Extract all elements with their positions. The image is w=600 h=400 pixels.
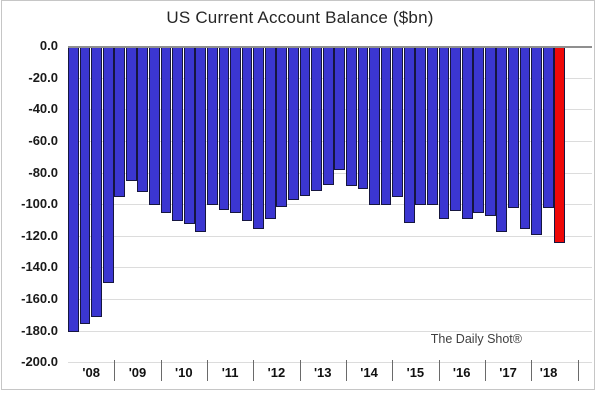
bar-quarter: [450, 47, 461, 212]
x-axis-tick: [484, 360, 486, 381]
bar-quarter: [206, 47, 218, 206]
x-axis-year-label: '11: [221, 365, 239, 380]
bar-quarter: [438, 47, 450, 220]
y-axis-tick-label: -60.0: [28, 132, 58, 148]
x-axis-year-label: '13: [313, 365, 332, 380]
bar-quarter: [473, 47, 485, 214]
bar-quarter: [542, 47, 554, 209]
bar-quarter: [380, 47, 392, 206]
bar-quarter: [264, 47, 276, 220]
y-axis-tick-label: -120.0: [21, 227, 58, 243]
x-axis-tick: [206, 360, 208, 381]
plot-area: [68, 46, 592, 364]
bar-quarter: [91, 47, 102, 318]
x-axis-tick: [438, 360, 440, 381]
bar-quarter: [149, 47, 160, 206]
gridline: [68, 204, 592, 206]
watermark-daily-shot: The Daily Shot®: [430, 332, 522, 346]
bar-quarter: [484, 47, 496, 217]
bar-quarter: [334, 47, 346, 171]
bar-quarter: [415, 47, 427, 206]
y-axis-tick-label: -20.0: [28, 69, 58, 85]
bar-quarter: [461, 47, 473, 220]
bar-quarter: [299, 47, 311, 196]
x-axis-tick: [392, 360, 394, 381]
bar-quarter: [218, 47, 230, 210]
x-axis-year-label: '08: [82, 365, 100, 380]
gridline: [68, 235, 592, 237]
y-axis-tick-label: -140.0: [21, 259, 58, 275]
bar-quarter: [102, 47, 114, 283]
x-axis-year-label: '16: [452, 365, 471, 380]
bar-quarter: [345, 47, 357, 187]
bar-quarter: [68, 47, 79, 332]
bar-highlighted-latest-quarter: [554, 47, 566, 244]
bar-quarter: [125, 47, 137, 182]
gridline: [68, 267, 592, 269]
y-axis-tick-label: -180.0: [21, 322, 58, 338]
zero-axis-line: [68, 46, 592, 48]
bar-quarter: [276, 47, 288, 207]
gridline: [68, 330, 592, 332]
bar-quarter: [114, 47, 126, 198]
bar-quarter: [496, 47, 508, 233]
y-axis-tick-label: -80.0: [28, 164, 58, 180]
bar-quarter: [195, 47, 207, 233]
bar-quarter: [172, 47, 184, 221]
x-axis-year-label: '18: [539, 365, 558, 380]
bar-quarter: [253, 47, 265, 229]
gridline: [68, 362, 592, 364]
bar-quarter: [403, 47, 415, 223]
bar-quarter: [392, 47, 404, 198]
x-axis-tick: [114, 360, 116, 381]
bar-quarter: [160, 47, 172, 214]
bar-quarter: [137, 47, 149, 193]
gridline: [68, 299, 592, 301]
y-axis-tick-label: -100.0: [21, 196, 58, 212]
y-axis-tick-label: -160.0: [21, 291, 58, 307]
x-axis-tick: [160, 360, 162, 381]
x-axis-tick: [253, 360, 255, 381]
bar-quarter: [241, 47, 253, 221]
x-axis-year-label: '10: [175, 365, 193, 380]
x-axis-year-label: '17: [499, 365, 517, 380]
bar-quarter: [322, 47, 334, 185]
x-axis-tick: [299, 360, 301, 381]
bar-quarter: [230, 47, 241, 214]
bar-quarter: [519, 47, 531, 229]
x-axis-year-label: '12: [267, 365, 286, 380]
bar-quarter: [426, 47, 438, 206]
bar-quarter: [183, 47, 195, 225]
x-axis-year-label: '14: [360, 365, 378, 380]
bar-quarter: [79, 47, 91, 324]
x-axis-tick: [345, 360, 347, 381]
x-axis-year-label: '15: [406, 365, 425, 380]
bar-quarter: [311, 47, 322, 191]
y-axis-tick-label: 0.0: [39, 38, 58, 53]
x-axis-year-label: '09: [128, 365, 147, 380]
bar-quarter: [369, 47, 380, 206]
x-axis-tick: [577, 360, 579, 381]
bar-quarter: [357, 47, 369, 190]
y-axis-tick-label: -200.0: [21, 354, 58, 370]
bar-quarter: [508, 47, 519, 209]
x-axis-tick: [531, 360, 533, 381]
bar-quarter: [531, 47, 542, 236]
bar-quarter: [288, 47, 299, 201]
chart-title: US Current Account Balance ($bn): [166, 8, 434, 27]
y-axis-tick-label: -40.0: [28, 101, 58, 117]
